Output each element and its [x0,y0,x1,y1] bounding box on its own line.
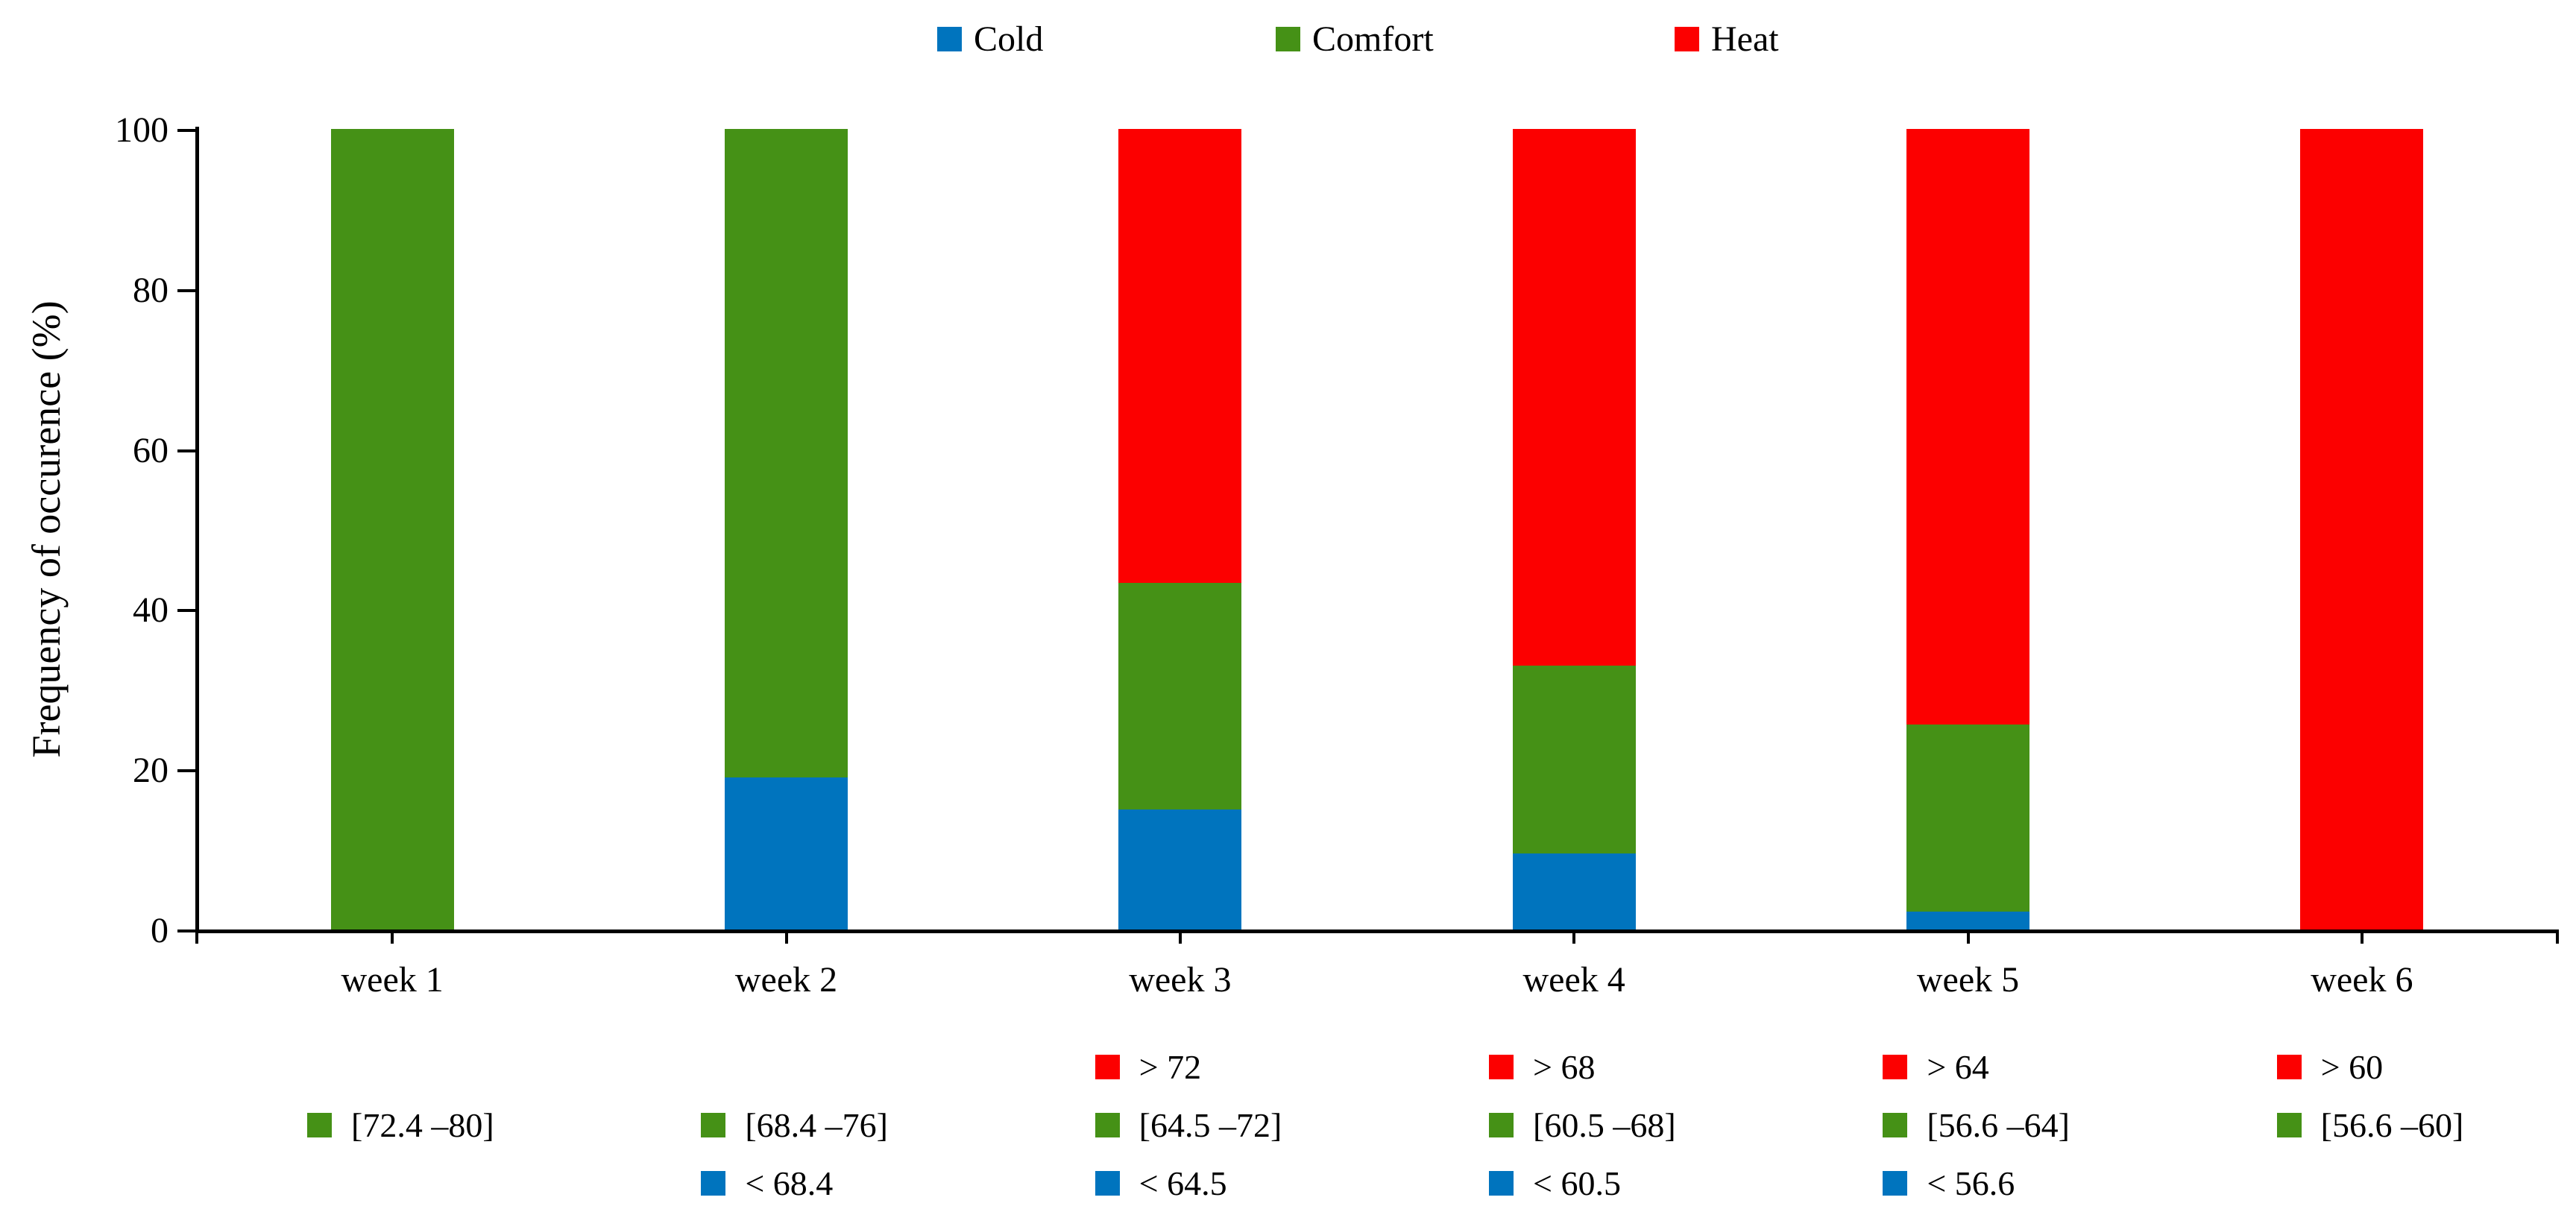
threshold-label: < 56.6 [1927,1164,2015,1202]
threshold-label: [56.6 –64] [1927,1105,2070,1144]
threshold-comfort-week-3: [64.5 –72] [1095,1099,1282,1151]
bar-segment-comfort-5 [1906,725,2029,912]
y-tick-mark [177,929,195,932]
threshold-swatch-comfort [307,1112,332,1137]
bar-segment-cold-2 [725,777,848,929]
threshold-label: > 68 [1533,1047,1596,1086]
x-tick-mark [2556,932,2559,944]
legend-item-comfort: Comfort [1276,16,1434,62]
y-tick-label: 80 [133,270,169,310]
bar-segment-cold-4 [1512,853,1636,929]
x-category-label: week 5 [1916,960,2020,1000]
threshold-label: > 60 [2320,1047,2384,1086]
threshold-swatch-comfort [1095,1112,1120,1137]
threshold-label: [72.4 –80] [351,1105,494,1144]
threshold-cold-week-5: < 56.6 [1883,1157,2015,1209]
threshold-comfort-week-4: [60.5 –68] [1489,1099,1676,1151]
threshold-swatch-heat [1489,1054,1514,1079]
x-tick-mark [391,932,394,944]
legend-swatch-comfort [1276,26,1300,51]
threshold-swatch-cold [701,1170,726,1196]
x-tick-mark [2360,932,2364,944]
threshold-swatch-heat [2276,1054,2302,1079]
threshold-label: > 64 [1927,1047,1989,1086]
threshold-label: [68.4 –76] [745,1105,888,1144]
bar-segment-heat-3 [1118,129,1242,583]
threshold-comfort-week-5: [56.6 –64] [1883,1099,2070,1151]
threshold-swatch-comfort [2276,1112,2302,1137]
legend-item-cold: Cold [937,16,1043,62]
threshold-swatch-cold [1095,1170,1120,1196]
x-category-label: week 2 [734,960,838,1000]
threshold-heat-week-4: > 68 [1489,1041,1595,1093]
legend-item-heat: Heat [1675,16,1779,62]
x-tick-mark [784,932,788,944]
y-tick-mark [177,288,195,292]
threshold-heat-week-3: > 72 [1095,1041,1201,1093]
y-tick-mark [177,769,195,773]
threshold-comfort-week-6: [56.6 –60] [2276,1099,2464,1151]
threshold-comfort-week-2: [68.4 –76] [701,1099,888,1151]
x-tick-mark [1572,932,1576,944]
threshold-swatch-cold [1883,1170,1908,1196]
y-tick-mark [177,129,195,132]
threshold-swatch-heat [1095,1054,1120,1079]
bar-segment-heat-6 [2300,129,2424,929]
x-tick-mark [1178,932,1182,944]
threshold-swatch-comfort [1489,1112,1514,1137]
x-category-label: week 1 [341,960,444,1000]
legend-label-comfort: Comfort [1312,19,1434,59]
y-tick-label: 0 [151,911,169,950]
threshold-label: [56.6 –60] [2320,1105,2464,1144]
threshold-swatch-comfort [1883,1112,1908,1137]
y-tick-mark [177,609,195,613]
threshold-label: < 68.4 [745,1164,834,1202]
threshold-swatch-heat [1883,1054,1908,1079]
threshold-label: [60.5 –68] [1533,1105,1676,1144]
bar-segment-comfort-3 [1118,582,1242,809]
x-category-label: week 6 [2311,960,2413,1000]
bar-segment-comfort-2 [725,129,848,777]
threshold-heat-week-5: > 64 [1883,1041,1989,1093]
threshold-cold-week-2: < 68.4 [701,1157,833,1209]
bar-segment-comfort-4 [1512,665,1636,853]
threshold-label: > 72 [1139,1047,1202,1086]
bar-segment-cold-5 [1906,912,2029,929]
legend-swatch-cold [937,26,962,51]
threshold-heat-week-6: > 60 [2276,1041,2384,1093]
threshold-swatch-cold [1489,1170,1514,1196]
bar-segment-comfort-1 [330,129,454,929]
y-tick-mark [177,449,195,452]
legend-swatch-heat [1675,26,1699,51]
threshold-swatch-comfort [701,1112,726,1137]
threshold-label: < 64.5 [1139,1164,1227,1202]
threshold-comfort-week-1: [72.4 –80] [307,1099,494,1151]
threshold-label: [64.5 –72] [1139,1105,1282,1144]
x-tick-mark [195,932,198,944]
bar-segment-heat-4 [1512,129,1636,666]
y-tick-label: 60 [133,430,169,470]
legend-label-cold: Cold [974,19,1044,59]
y-tick-label: 100 [115,110,169,150]
legend-label-heat: Heat [1711,19,1779,59]
bar-segment-heat-5 [1906,129,2029,725]
x-tick-mark [1966,932,1970,944]
x-category-label: week 4 [1522,960,1625,1000]
threshold-cold-week-3: < 64.5 [1095,1157,1227,1209]
x-axis-line [195,929,2559,933]
y-tick-label: 40 [133,590,169,631]
bar-segment-cold-3 [1118,809,1242,929]
threshold-cold-week-4: < 60.5 [1489,1157,1621,1209]
y-axis-title: Frequency of occurence (%) [24,300,69,758]
x-category-label: week 3 [1129,960,1232,1000]
threshold-label: < 60.5 [1533,1164,1621,1202]
y-tick-label: 20 [133,751,169,791]
y-axis-line [195,127,199,933]
